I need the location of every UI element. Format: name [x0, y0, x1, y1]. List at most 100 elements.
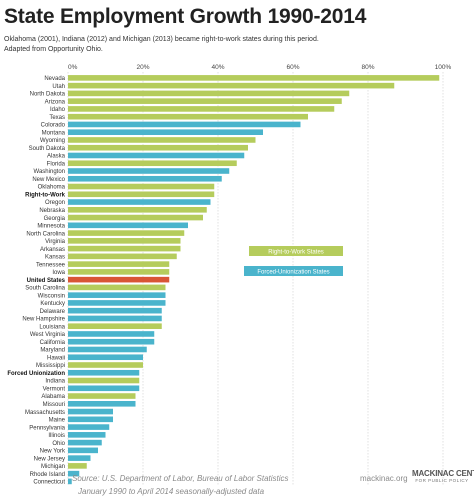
legend-label: Right-to-Work States [268, 249, 324, 255]
bar [68, 207, 207, 213]
bar-label: Florida [47, 161, 66, 167]
x-tick-label: 100% [435, 64, 452, 71]
bar [68, 199, 211, 205]
bar [68, 191, 215, 198]
bar [68, 129, 263, 135]
bar [68, 175, 222, 182]
bar-label: Idaho [50, 107, 66, 113]
bar-label: California [40, 340, 66, 346]
bar [68, 152, 245, 159]
bar-label: North Dakota [30, 92, 66, 98]
bar [68, 98, 342, 104]
bar-label: Montana [42, 130, 66, 136]
bar-label: Virginia [45, 239, 66, 245]
x-tick-label: 40% [211, 64, 224, 71]
bar [68, 261, 170, 267]
bar [68, 362, 143, 368]
bar [68, 238, 181, 244]
bar [68, 137, 256, 143]
bar [68, 82, 395, 89]
bar [68, 354, 143, 361]
bar-label: Rhode Island [30, 472, 65, 478]
bar [68, 307, 162, 314]
bar [68, 338, 155, 345]
bar [68, 300, 166, 306]
x-tick-label: 20% [136, 64, 149, 71]
bar-label: Nebraska [39, 208, 65, 214]
bar [68, 470, 80, 477]
bar [68, 168, 230, 174]
bar-label: Washington [34, 169, 65, 175]
bar-label: New York [40, 449, 66, 455]
bar [68, 408, 113, 415]
bar-label: Wyoming [40, 138, 65, 144]
bar [68, 346, 147, 353]
bar-label: Indiana [45, 379, 65, 385]
chart-title: State Employment Growth 1990-2014 [4, 5, 367, 28]
bar-label: Forced Unionization [7, 371, 65, 377]
bar-label: Minnesota [37, 224, 65, 230]
bar [68, 144, 248, 151]
bar [68, 106, 335, 112]
bar [68, 478, 72, 485]
bar [68, 323, 162, 329]
bar-label: Vermont [43, 386, 66, 392]
bar [68, 439, 102, 446]
bar-label: Mississippi [36, 363, 65, 369]
bar-label: Kansas [45, 255, 65, 261]
website-link[interactable]: mackinac.org [360, 474, 408, 483]
bar-label: Arkansas [40, 247, 65, 253]
bar-label: Right-to-Work [25, 192, 66, 198]
bar [68, 385, 140, 392]
bar-label: Iowa [52, 270, 65, 276]
bar-label: Hawaii [47, 355, 65, 361]
bar [68, 269, 170, 275]
bar [68, 75, 440, 81]
logo-sub-text: FOR PUBLIC POLICY [415, 478, 469, 483]
chart-subtitle: Oklahoma (2001), Indiana (2012) and Mich… [4, 36, 319, 43]
bar-label: Michigan [41, 464, 65, 470]
source-date-range: January 1990 to April 2014 seasonally-ad… [78, 487, 265, 496]
bar [68, 393, 136, 399]
bar-label: Alaska [47, 154, 66, 160]
bar [68, 424, 110, 430]
bar [68, 276, 170, 283]
bar-label: Connecticut [33, 480, 65, 486]
bar-label: Ohio [52, 441, 65, 447]
bar-label: Georgia [44, 216, 66, 222]
bar [68, 416, 113, 423]
x-tick-label: 60% [286, 64, 299, 71]
bar [68, 369, 140, 376]
bar-label: Oklahoma [38, 185, 66, 191]
bar [68, 183, 215, 190]
bar [68, 90, 350, 97]
bar [68, 292, 166, 298]
bar-label: Colorado [41, 123, 66, 129]
bar-label: Pennsylvania [29, 425, 65, 431]
bar [68, 377, 140, 384]
x-tick-label: 0% [68, 64, 78, 71]
mackinac-center-logo: MACKINAC CENTER FOR PUBLIC POLICY [412, 469, 474, 483]
bar [68, 113, 308, 120]
bar [68, 230, 185, 236]
bar [68, 315, 162, 322]
bar-label: Missouri [43, 402, 65, 408]
bar-label: Illinois [48, 433, 65, 439]
legend-label: Forced-Unionization States [257, 269, 329, 275]
bar-label: Maine [49, 418, 66, 424]
legend-swatch [244, 266, 343, 276]
bar [68, 253, 177, 260]
bar-label: New Mexico [32, 177, 65, 183]
bar [68, 432, 106, 438]
bar [68, 160, 237, 167]
bar-label: Nevada [44, 76, 65, 82]
bar [68, 284, 166, 291]
bar-label: Alabama [41, 394, 65, 400]
bar-label: Massachusetts [25, 410, 65, 416]
bar [68, 401, 136, 407]
bar-label: United States [27, 278, 66, 284]
bar-label: Oregon [45, 200, 65, 206]
bar-label: Maryland [40, 348, 65, 354]
bar [68, 245, 181, 252]
bar-label: West Virginia [30, 332, 66, 338]
